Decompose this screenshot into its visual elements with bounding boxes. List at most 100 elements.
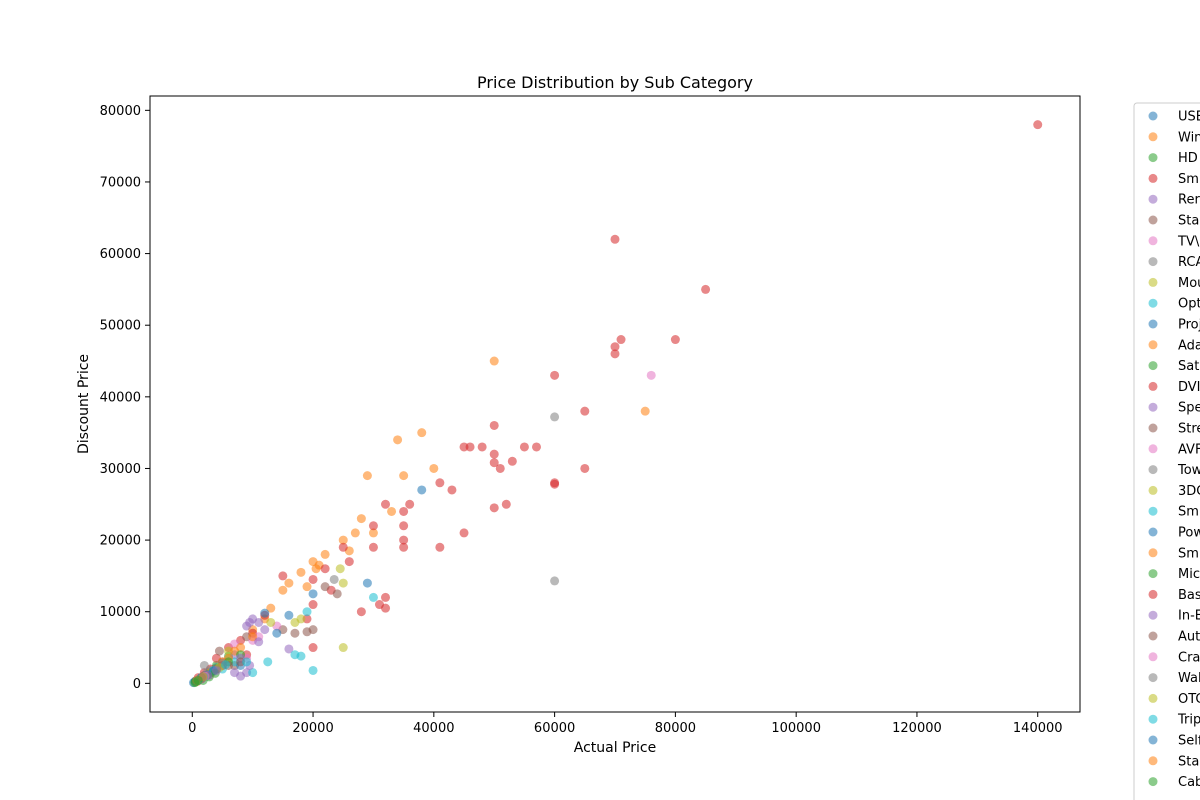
scatter-point: [308, 643, 318, 653]
x-axis-label: Actual Price: [574, 740, 656, 756]
scatter-point: [248, 632, 258, 642]
scatter-point: [387, 506, 397, 516]
legend-marker: [1148, 173, 1158, 183]
scatter-point: [248, 668, 258, 678]
x-axis: 0 20000 40000 60000 80000 100000 120000 140000: [188, 712, 1063, 736]
legend-marker: [1148, 277, 1158, 287]
scatter-point: [501, 499, 511, 509]
x-tick-label: 0: [188, 721, 196, 736]
legend-marker: [1148, 735, 1158, 745]
y-tick-label: 0: [133, 677, 141, 692]
legend-entry: TV\: [1177, 234, 1200, 249]
legend-marker: [1148, 548, 1158, 558]
scatter-point: [284, 644, 294, 654]
scatter-point: [519, 442, 529, 452]
scatter-point: [338, 643, 348, 653]
legend-marker: [1148, 423, 1158, 433]
scatter-point: [1033, 120, 1043, 130]
scatter-point: [266, 603, 276, 613]
legend-marker: [1148, 673, 1158, 683]
x-tick-label: 20000: [292, 721, 333, 736]
legend-entry: Aut: [1178, 630, 1200, 645]
scatter-point: [290, 650, 300, 660]
legend-entry: In-E: [1178, 609, 1200, 624]
y-tick-label: 50000: [100, 319, 141, 334]
legend-entry: Mou: [1178, 276, 1200, 291]
scatter-point: [278, 571, 288, 581]
y-axis-label: Discount Price: [76, 354, 92, 454]
scatter-point: [338, 578, 348, 588]
scatter-point: [435, 542, 445, 552]
scatter-point: [335, 564, 345, 574]
legend-marker: [1148, 485, 1158, 495]
scatter-point: [242, 621, 252, 631]
legend-marker: [1148, 589, 1158, 599]
legend-marker: [1148, 340, 1158, 350]
scatter-point: [531, 442, 541, 452]
x-tick-label: 40000: [413, 721, 454, 736]
scatter-point: [320, 564, 330, 574]
scatter-point: [290, 617, 300, 627]
x-tick-label: 80000: [655, 721, 696, 736]
scatter-point: [311, 564, 321, 574]
scatter-point: [296, 567, 306, 577]
scatter-point: [308, 574, 318, 584]
legend-marker: [1148, 257, 1158, 267]
legend-marker: [1148, 402, 1158, 412]
legend-entry: Pow: [1178, 526, 1200, 541]
scatter-point: [278, 585, 288, 595]
scatter-point: [308, 589, 318, 599]
scatter-point: [489, 449, 499, 459]
scatter-point: [220, 660, 230, 670]
legend-entry: Sta: [1178, 214, 1199, 229]
chart-title: Price Distribution by Sub Category: [477, 73, 753, 92]
legend-marker: [1148, 194, 1158, 204]
scatter-point: [338, 542, 348, 552]
legend-entry: OTC: [1178, 692, 1200, 707]
legend-marker: [1148, 569, 1158, 579]
y-tick-label: 60000: [100, 247, 141, 262]
legend-entry: Cra: [1178, 650, 1200, 665]
scatter-point: [284, 610, 294, 620]
scatter-point: [701, 284, 711, 294]
scatter-point: [254, 637, 264, 647]
legend-marker: [1148, 527, 1158, 537]
legend-entry: Spe: [1178, 401, 1200, 416]
scatter-point: [550, 370, 560, 380]
scatter-point: [356, 607, 366, 617]
legend-entry: Sm: [1178, 505, 1199, 520]
scatter-point: [489, 458, 499, 468]
legend-entry: Self: [1178, 734, 1200, 749]
scatter-point: [399, 542, 409, 552]
legend-entry: Tow: [1177, 463, 1200, 478]
scatter-point: [230, 668, 240, 678]
scatter-point: [489, 503, 499, 513]
scatter-point: [477, 442, 487, 452]
legend-entry: Mic: [1178, 567, 1200, 582]
scatter-point: [447, 485, 457, 495]
x-tick-label: 60000: [534, 721, 575, 736]
scatter-point: [329, 574, 339, 584]
legend-entry: Bas: [1178, 588, 1200, 603]
scatter-point: [242, 657, 252, 667]
points-layer: [188, 120, 1043, 688]
scatter-point: [381, 592, 391, 602]
scatter-point: [356, 514, 366, 524]
legend-entry: Rer: [1178, 193, 1200, 208]
legend-marker: [1148, 693, 1158, 703]
scatter-point: [580, 463, 590, 473]
legend-entry: Opt: [1178, 297, 1200, 312]
scatter-point: [368, 592, 378, 602]
scatter-point: [640, 406, 650, 416]
legend-marker: [1148, 610, 1158, 620]
legend-frame: [1133, 102, 1200, 800]
scatter-point: [308, 665, 318, 675]
legend-marker: [1148, 631, 1158, 641]
legend-marker: [1148, 465, 1158, 475]
legend-entry: Ada: [1178, 338, 1200, 353]
y-tick-label: 70000: [100, 175, 141, 190]
legend-entry: DVI: [1178, 380, 1200, 395]
legend-marker: [1148, 756, 1158, 766]
scatter-point: [435, 478, 445, 488]
legend-entry: Win: [1178, 130, 1200, 145]
